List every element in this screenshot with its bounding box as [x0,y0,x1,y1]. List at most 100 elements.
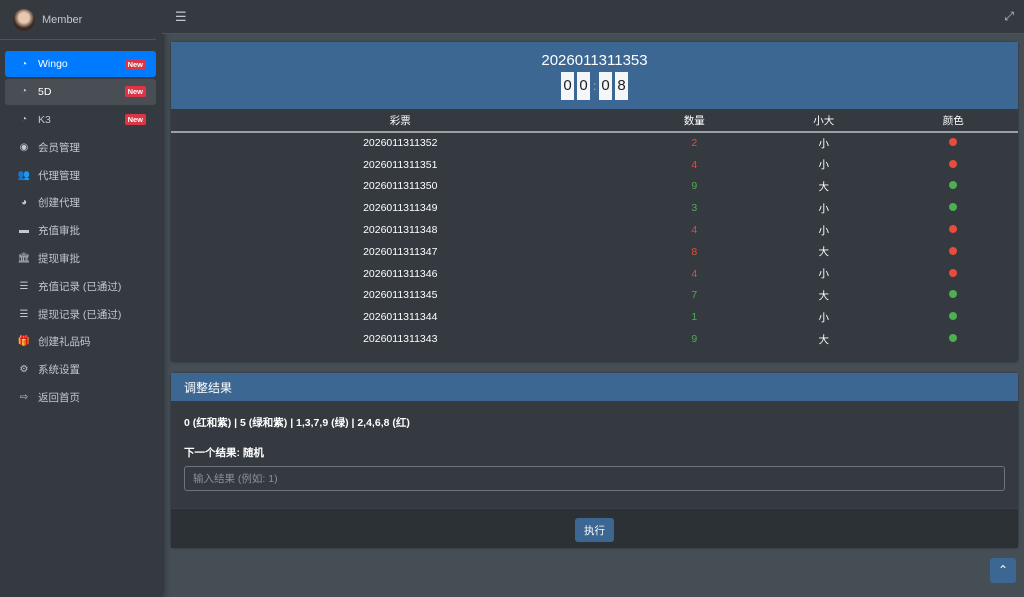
sidebar-item-label: 创建代理 [38,197,80,210]
results-card: 2026011311353 0 0 : 0 8 彩票 数量 小大 颜色 2026… [171,42,1018,362]
user-circle-icon: ◉ [19,141,29,153]
sidebar-item-0[interactable]: ◔ Wingo New [5,51,156,77]
new-badge: New [124,86,146,98]
row-number: 9 [691,333,698,346]
sidebar-item-2[interactable]: ◔ K3 New [5,107,156,133]
color-dot [949,334,958,343]
sidebar-item-7[interactable]: 🏛 提现审批 [5,246,156,272]
color-rule-text: 0 (红和紫) | 5 (绿和紫) | 1,3,7,9 (绿) | 2,4,6,… [184,417,410,429]
col-header-period: 彩票 [171,109,630,133]
timer-digit: 0 [599,72,612,100]
sidebar-item-3[interactable]: ◉ 会员管理 [5,134,156,160]
row-period: 2026011311352 [363,137,438,150]
next-result-label: 下一个结果: 随机 [184,447,264,459]
tachometer-icon: ◔ [20,114,28,126]
row-period: 2026011311349 [363,202,438,215]
row-number: 8 [691,245,698,258]
row-color [888,306,1018,328]
tachometer-icon: ◔ [20,86,28,98]
row-color [888,154,1018,176]
color-dot [949,312,958,321]
table-row: 2026011311348 4 小 [171,219,1018,241]
countdown-timer: 0 0 : 0 8 [171,72,1018,100]
row-color [888,219,1018,241]
list-icon: ☰ [19,308,29,320]
row-size: 小 [818,268,829,281]
color-dot [949,268,958,277]
row-size: 大 [818,180,829,193]
result-input[interactable] [184,466,1005,491]
expand-icon[interactable]: ⤢ [1004,9,1014,23]
sidebar-item-12[interactable]: ⇨ 返回首页 [5,385,156,411]
sidebar-item-8[interactable]: ☰ 充值记录 (已通过) [5,273,156,299]
color-dot [949,203,958,212]
gift-icon: 🎁 [17,336,31,348]
users-icon: 👥 [17,169,31,181]
row-number: 4 [691,224,698,237]
results-table: 彩票 数量 小大 颜色 2026011311352 2 小 2026011311… [171,109,1018,350]
tachometer-icon: ◔ [20,58,28,70]
row-number: 4 [691,158,698,171]
row-number: 7 [691,289,698,302]
timer-digit: 0 [561,72,574,100]
sidebar-item-label: 充值记录 (已通过) [38,280,122,293]
sidebar-item-10[interactable]: 🎁 创建礼品码 [5,329,156,355]
col-header-number: 数量 [629,109,759,133]
chevron-up-icon: ⌃ [997,563,1009,577]
card-footer: 执行 [171,508,1018,548]
row-size: 小 [818,137,829,150]
row-size: 大 [818,289,829,302]
credit-card-icon: ▬ [19,225,29,237]
sidebar-item-9[interactable]: ☰ 提现记录 (已通过) [5,301,156,327]
pie-chart-icon: ◕ [20,197,28,209]
sidebar-item-6[interactable]: ▬ 充值审批 [5,218,156,244]
sign-out-icon: ⇨ [19,392,29,404]
bars-icon[interactable]: ☰ [175,9,187,24]
row-period: 2026011311351 [363,158,438,171]
sidebar-item-11[interactable]: ⚙ 系统设置 [5,357,156,383]
adjust-title: 调整结果 [171,373,1018,401]
sidebar-item-label: 返回首页 [38,392,80,405]
execute-button[interactable]: 执行 [575,518,614,542]
row-size: 小 [818,159,829,172]
color-dot [949,159,958,168]
color-dot [949,246,958,255]
row-number: 2 [691,137,698,150]
sidebar-item-label: 代理管理 [38,169,80,182]
row-size: 小 [818,202,829,215]
sidebar-item-5[interactable]: ◕ 创建代理 [5,190,156,216]
row-period: 2026011311343 [363,333,438,346]
sidebar-item-label: 创建礼品码 [38,336,91,349]
row-color [888,328,1018,350]
row-size: 小 [818,224,829,237]
sidebar-item-label: 会员管理 [38,141,80,154]
back-to-top-button[interactable]: ⌃ [990,558,1016,583]
row-number: 1 [691,311,698,324]
row-color [888,241,1018,263]
timer-colon: : [593,79,597,93]
sidebar-item-label: 提现审批 [38,253,80,266]
row-period: 2026011311345 [363,289,438,302]
table-row: 2026011311343 9 大 [171,328,1018,350]
sidebar-nav: ◔ Wingo New ◔ 5D New ◔ K3 New ◉ 会员管理 👥 代理管理 ◕ 创建代理 ▬ 充值审… [0,40,162,411]
user-panel[interactable]: Member [0,0,156,40]
row-color [888,176,1018,198]
new-badge: New [124,114,146,126]
current-game-header: 2026011311353 0 0 : 0 8 [171,42,1018,109]
table-row: 2026011311347 8 大 [171,241,1018,263]
bank-icon: 🏛 [17,253,31,265]
row-period: 2026011311344 [363,311,438,324]
user-name: Member [42,13,83,26]
row-size: 大 [818,246,829,259]
row-size: 小 [818,311,829,324]
table-row: 2026011311344 1 小 [171,306,1018,328]
avatar [13,8,35,31]
row-color [888,197,1018,219]
sidebar-item-4[interactable]: 👥 代理管理 [5,162,156,188]
sidebar-item-label: Wingo [38,58,68,70]
adjust-result-card: 调整结果 0 (红和紫) | 5 (绿和紫) | 1,3,7,9 (绿) | 2… [171,373,1018,548]
sidebar-item-label: 提现记录 (已通过) [38,308,122,321]
sidebar-item-1[interactable]: ◔ 5D New [5,78,156,105]
row-color [888,263,1018,285]
color-dot [949,225,958,234]
